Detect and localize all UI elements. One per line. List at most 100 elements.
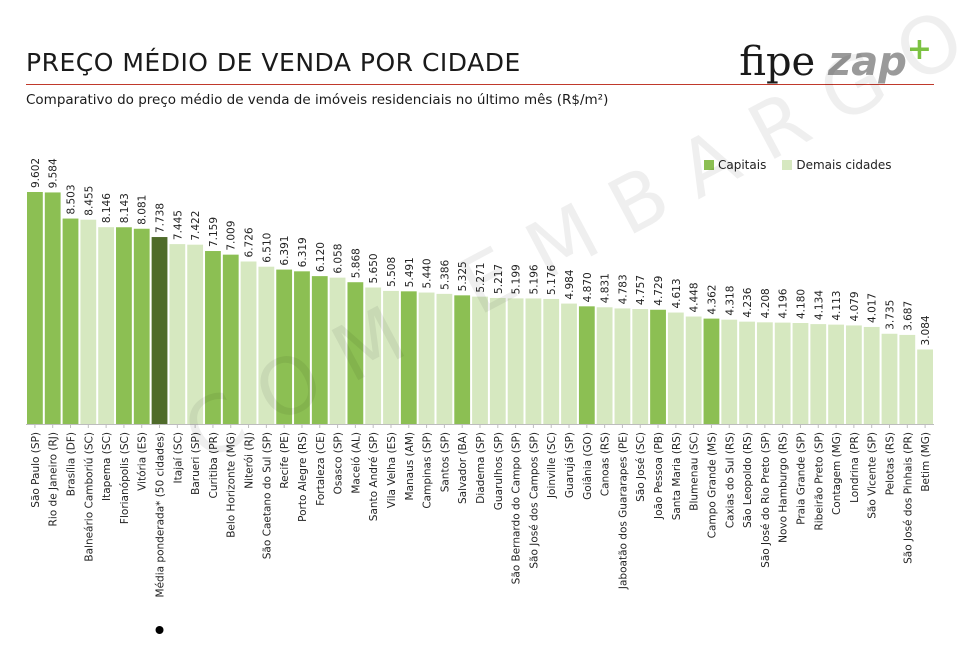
bar (365, 287, 382, 424)
category-label: Londrina (PR) (849, 432, 861, 503)
category-label: Pelotas (RS) (884, 432, 896, 495)
bar (489, 297, 506, 424)
bar (685, 316, 702, 424)
category-label: Joinville (SC) (546, 432, 558, 499)
data-label: 6.726 (244, 227, 256, 257)
bar (418, 292, 435, 424)
data-label: 5.386 (439, 259, 451, 289)
bar (98, 227, 115, 424)
data-label: 7.422 (190, 211, 202, 241)
category-label: Praia Grande (SP) (795, 432, 807, 525)
data-label: 8.146 (101, 193, 113, 223)
data-label: 9.602 (30, 158, 42, 188)
data-label: 6.391 (279, 236, 291, 266)
data-label: 5.508 (386, 257, 398, 287)
category-label: Itapema (SC) (101, 432, 113, 501)
category-label: Ribeirão Preto (SP) (813, 432, 825, 531)
bar (881, 333, 898, 424)
bar (329, 277, 346, 424)
category-label: Campo Grande (MS) (706, 432, 718, 538)
category-label: Contagem (MG) (831, 432, 843, 515)
data-label: 7.738 (155, 203, 167, 233)
category-label: Santo André (SP) (368, 432, 380, 521)
category-label: São Leopoldo (RS) (742, 432, 754, 528)
category-label: Guarujá (SP) (564, 432, 576, 498)
page-title: PREÇO MÉDIO DE VENDA POR CIDADE (26, 48, 521, 77)
category-label: Jaboatão dos Guararapes (PE) (617, 432, 629, 590)
bar (151, 237, 168, 424)
bar (116, 227, 132, 424)
data-label: 4.984 (564, 269, 576, 299)
data-label: 5.199 (511, 264, 523, 294)
bar (721, 319, 738, 424)
bar (917, 349, 933, 424)
category-label: Salvador (BA) (457, 432, 469, 504)
bar (614, 308, 631, 424)
data-label: 4.208 (760, 288, 772, 318)
category-label: Canoas (RS) (600, 432, 612, 496)
bar (774, 322, 791, 424)
bar (507, 298, 524, 424)
category-label: Manaus (AM) (404, 432, 416, 500)
legend-swatch-capitais (704, 160, 714, 170)
data-label: 5.650 (368, 253, 380, 283)
data-label: 5.271 (475, 263, 487, 293)
fipezap-logo: fipe zap+ (739, 26, 932, 86)
data-label: 4.783 (617, 274, 629, 304)
category-label: Belo Horizonte (MG) (226, 432, 238, 538)
bar (383, 290, 399, 424)
bar (667, 312, 684, 424)
category-label: São Caetano do Sul (SP) (261, 432, 273, 559)
bar (756, 322, 773, 424)
bar (650, 309, 666, 424)
bar (27, 192, 43, 424)
bar (187, 244, 204, 424)
logo-plus-icon: + (906, 32, 932, 67)
data-label: 6.058 (333, 244, 345, 274)
bar (80, 219, 97, 424)
bar (400, 291, 417, 424)
bar (258, 266, 275, 424)
data-label: 4.079 (849, 291, 861, 321)
data-label: 5.217 (493, 264, 505, 294)
legend-item-capitais: Capitais (704, 158, 766, 172)
bar (294, 271, 310, 424)
bar (792, 323, 809, 424)
bar (436, 293, 453, 424)
bar (845, 325, 862, 424)
category-label: Média ponderada* (50 cidades) (155, 432, 167, 597)
data-label: 8.081 (137, 195, 149, 225)
bar (276, 269, 293, 424)
page-subtitle: Comparativo do preço médio de venda de i… (26, 92, 609, 108)
category-label: Goiânia (GO) (582, 432, 594, 500)
legend-item-demais: Demais cidades (782, 158, 892, 172)
category-label: Rio de Janeiro (RJ) (48, 432, 60, 526)
category-label: São José dos Campos (SP) (528, 432, 540, 569)
data-label: 4.448 (689, 282, 701, 312)
category-label: Vitória (ES) (137, 432, 149, 491)
data-label: 7.445 (172, 210, 184, 240)
data-label: 5.491 (404, 257, 416, 287)
data-label: 5.176 (546, 265, 558, 295)
category-label: Florianópolis (SC) (119, 432, 131, 524)
bar (810, 324, 827, 424)
category-label: Caxias do Sul (RS) (724, 432, 736, 528)
bar (205, 251, 221, 424)
data-label: 4.318 (724, 286, 736, 316)
data-label: 4.362 (706, 285, 718, 315)
legend-label-capitais: Capitais (718, 158, 767, 172)
category-label: Recife (PE) (279, 432, 291, 489)
data-label: 4.180 (795, 289, 807, 319)
legend-swatch-demais (782, 160, 793, 170)
data-label: 3.735 (884, 300, 896, 330)
bar (169, 244, 186, 424)
logo-zap-text: zap (827, 39, 907, 85)
bar (62, 218, 79, 424)
logo-fipe-text: fipe (739, 39, 816, 85)
bar (828, 324, 844, 424)
bar (133, 228, 150, 424)
bar (44, 192, 61, 424)
category-label: Novo Hamburgo (RS) (778, 432, 790, 543)
data-label: 3.687 (902, 301, 914, 331)
